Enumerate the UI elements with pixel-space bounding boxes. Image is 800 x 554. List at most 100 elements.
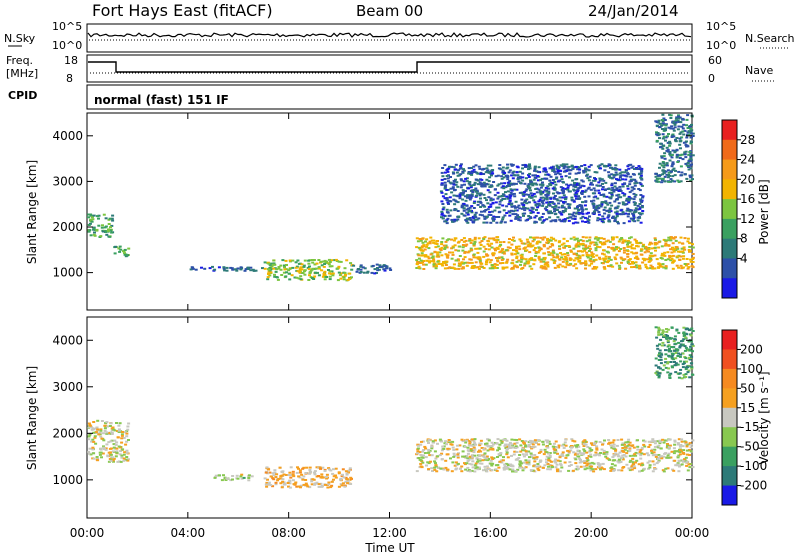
heatmap-cell [499, 243, 503, 246]
heatmap-cell [308, 265, 311, 268]
heatmap-cell [648, 254, 652, 257]
heatmap-cell [534, 236, 538, 239]
heatmap-cell [92, 421, 96, 423]
heatmap-cell [105, 432, 109, 435]
heatmap-cell [269, 484, 273, 487]
heatmap-cell [302, 475, 306, 478]
heatmap-cell [525, 198, 529, 201]
heatmap-cell [653, 445, 657, 448]
heatmap-cell [574, 245, 578, 248]
heatmap-cell [468, 238, 472, 240]
heatmap-cell [575, 252, 578, 255]
heatmap-cell [460, 184, 464, 187]
heatmap-cell [563, 218, 567, 221]
heatmap-cell [514, 200, 518, 203]
heatmap-cell [344, 480, 348, 483]
heatmap-cell [581, 453, 585, 456]
heatmap-cell [675, 155, 679, 158]
heatmap-cell [287, 269, 291, 272]
heatmap-cell [554, 204, 558, 207]
heatmap-cell [295, 276, 299, 279]
heatmap-cell [532, 199, 536, 202]
heatmap-cell [279, 475, 283, 478]
heatmap-cell [438, 454, 442, 457]
heatmap-cell [575, 267, 579, 270]
heatmap-cell [478, 454, 482, 457]
heatmap-cell [512, 210, 516, 213]
heatmap-cell [110, 433, 114, 435]
heatmap-cell [667, 367, 671, 370]
heatmap-cell [527, 174, 531, 176]
heatmap-cell [562, 167, 566, 170]
heatmap-cell [628, 180, 632, 183]
heatmap-cell [612, 173, 616, 176]
heatmap-cell [297, 475, 301, 478]
heatmap-cell [476, 200, 480, 203]
heatmap-cell [480, 210, 483, 213]
heatmap-cell [501, 218, 505, 221]
heatmap-cell [662, 162, 666, 165]
heatmap-cell [552, 167, 556, 170]
heatmap-cell [444, 193, 448, 196]
heatmap-cell [541, 196, 545, 199]
heatmap-cell [578, 205, 582, 207]
heatmap-cell [348, 277, 352, 280]
heatmap-cell [604, 202, 608, 205]
heatmap-cell [282, 271, 286, 274]
x-tick-label: 08:00 [271, 526, 306, 540]
heatmap-cell [688, 250, 692, 253]
heatmap-cell [681, 460, 685, 463]
heatmap-cell [546, 247, 550, 250]
colorbar-swatch [722, 485, 737, 506]
heatmap-cell [595, 266, 599, 269]
heatmap-cell [641, 245, 645, 248]
heatmap-cell [618, 185, 622, 188]
heatmap-cell [494, 216, 498, 218]
heatmap-cell [456, 210, 460, 212]
heatmap-cell [482, 173, 486, 175]
heatmap-cell [675, 463, 679, 466]
heatmap-cell [683, 237, 687, 240]
heatmap-cell [498, 443, 502, 446]
heatmap-cell [109, 440, 113, 443]
heatmap-cell [479, 171, 483, 174]
heatmap-cell [561, 211, 565, 214]
heatmap-cell [674, 352, 678, 354]
heatmap-cell [556, 216, 560, 219]
colorbar-swatch [722, 388, 737, 409]
heatmap-cell [440, 171, 444, 174]
heatmap-cell [688, 358, 692, 361]
heatmap-cell [487, 206, 491, 208]
heatmap-cell [518, 219, 522, 222]
heatmap-cell [302, 483, 306, 486]
heatmap-cell [427, 468, 431, 471]
heatmap-cell [498, 203, 502, 206]
heatmap-cell [681, 247, 685, 250]
heatmap-cell [515, 260, 519, 263]
heatmap-cell [281, 480, 285, 483]
heatmap-cell [581, 190, 585, 193]
heatmap-cell [301, 467, 305, 470]
heatmap-cell [111, 214, 115, 217]
heatmap-cell [622, 251, 626, 254]
heatmap-cell [468, 261, 472, 264]
heatmap-cell [613, 200, 617, 203]
heatmap-cell [344, 273, 347, 276]
heatmap-cell [95, 458, 99, 461]
heatmap-cell [87, 216, 90, 219]
heatmap-cell [653, 254, 657, 257]
heatmap-cell [632, 446, 636, 449]
heatmap-cell [101, 452, 105, 455]
heatmap-cell [500, 186, 504, 189]
heatmap-cell [456, 455, 460, 457]
colorbar-swatch [722, 446, 737, 467]
heatmap-cell [634, 264, 638, 267]
heatmap-cell [303, 259, 307, 262]
heatmap-cell [631, 219, 635, 222]
heatmap-cell [307, 262, 311, 265]
heatmap-cell [607, 214, 611, 217]
heatmap-cell [525, 461, 529, 464]
heatmap-cell [634, 240, 638, 242]
heatmap-cell [603, 188, 607, 191]
